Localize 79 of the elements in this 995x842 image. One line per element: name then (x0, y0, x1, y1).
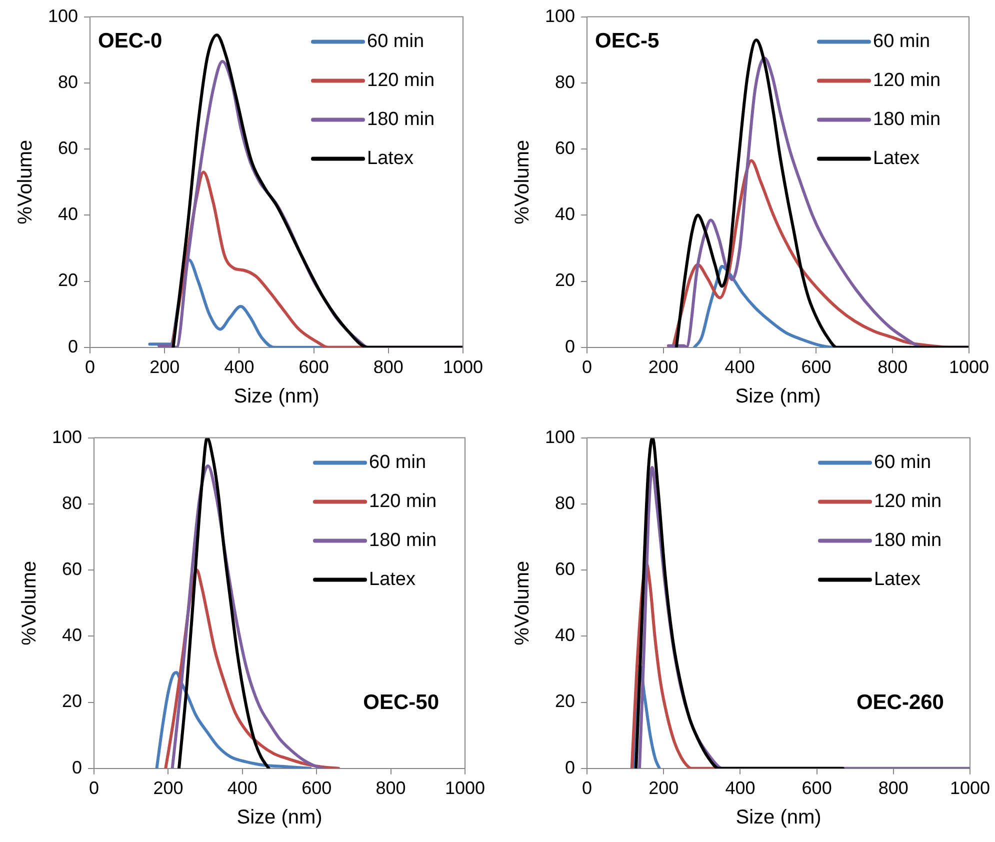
legend-label: 180 min (369, 530, 437, 552)
y-tick-label: 20 (58, 270, 78, 290)
x-tick-label: 1000 (444, 778, 486, 798)
y-tick-label: 20 (555, 691, 576, 712)
y-tick-label: 100 (52, 426, 82, 447)
x-tick-label: 200 (150, 357, 180, 378)
y-tick-label: 0 (68, 336, 78, 356)
x-tick-label: 200 (648, 778, 679, 798)
x-tick-label: 800 (376, 778, 406, 798)
legend-label: 180 min (874, 530, 942, 552)
legend-label: 60 min (369, 452, 426, 474)
text: OEC-5 (595, 30, 660, 53)
y-tick-label: 40 (555, 204, 576, 224)
x-tick-label: 1000 (950, 778, 990, 798)
x-tick-label: 800 (878, 778, 908, 798)
y-axis-title: %Volume (512, 560, 534, 646)
legend-label: 120 min (369, 491, 437, 512)
line-series (155, 671, 312, 768)
text: OEC-50 (363, 691, 439, 714)
legend-label: Latex (369, 569, 416, 590)
y-tick-label: 100 (544, 426, 576, 447)
x-tick-label: 200 (648, 357, 678, 378)
x-tick-label: 400 (224, 357, 254, 378)
x-axis-title: Size (nm) (236, 806, 322, 829)
x-tick-label: 800 (373, 357, 404, 378)
legend-label: 60 min (367, 31, 424, 52)
x-tick-label: 400 (725, 778, 756, 798)
y-tick-label: 40 (62, 625, 82, 646)
x-tick-label: 1000 (442, 357, 484, 378)
x-tick-label: 400 (724, 357, 755, 378)
legend-label: 120 min (367, 70, 435, 92)
y-tick-label: 80 (555, 72, 576, 92)
x-tick-label: 0 (582, 357, 592, 378)
y-tick-label: 0 (565, 336, 576, 356)
y-tick-label: 0 (72, 757, 82, 778)
y-tick-label: 80 (62, 492, 82, 513)
y-tick-label: 80 (58, 72, 78, 92)
y-tick-label: 80 (555, 492, 576, 513)
x-tick-label: 0 (89, 778, 100, 798)
x-tick-label: 200 (153, 778, 184, 798)
y-axis-title: %Volume (14, 140, 37, 224)
y-tick-label: 60 (62, 559, 82, 580)
x-tick-label: 600 (298, 357, 329, 378)
x-tick-label: 600 (801, 357, 832, 378)
x-tick-label: 0 (582, 778, 592, 798)
x-tick-label: 400 (227, 778, 258, 798)
x-tick-label: 800 (878, 357, 908, 378)
y-tick-label: 100 (48, 6, 78, 26)
legend-label: 60 min (873, 31, 930, 52)
x-axis-title: Size (nm) (735, 386, 821, 408)
y-tick-label: 40 (58, 204, 78, 224)
line-series (634, 438, 844, 768)
x-tick-label: 0 (85, 357, 96, 378)
legend-label: Latex (873, 148, 920, 170)
line-series (177, 438, 270, 768)
x-axis-title: Size (nm) (234, 386, 320, 408)
text: OEC-0 (98, 30, 162, 53)
x-tick-label: 600 (302, 778, 332, 798)
y-tick-label: 20 (555, 270, 576, 290)
y-tick-label: 60 (58, 138, 78, 158)
x-axis-title: Size (nm) (736, 806, 822, 829)
y-tick-label: 0 (565, 757, 576, 778)
y-tick-label: 40 (555, 625, 576, 646)
legend-label: Latex (874, 569, 921, 590)
x-tick-label: 600 (802, 778, 832, 798)
x-tick-label: 1000 (948, 357, 990, 378)
y-tick-label: 60 (555, 559, 576, 580)
legend-label: Latex (367, 148, 414, 170)
legend-label: 180 min (367, 109, 435, 130)
y-axis-title: %Volume (18, 560, 41, 646)
y-tick-label: 20 (62, 691, 82, 712)
y-axis-title: %Volume (512, 140, 534, 224)
text: OEC-260 (856, 691, 944, 714)
legend-label: 60 min (874, 452, 932, 474)
y-tick-label: 100 (544, 6, 576, 26)
y-tick-label: 60 (555, 138, 576, 158)
legend-label: 180 min (873, 109, 941, 130)
legend-label: 120 min (873, 70, 941, 92)
legend-label: 120 min (874, 491, 942, 512)
